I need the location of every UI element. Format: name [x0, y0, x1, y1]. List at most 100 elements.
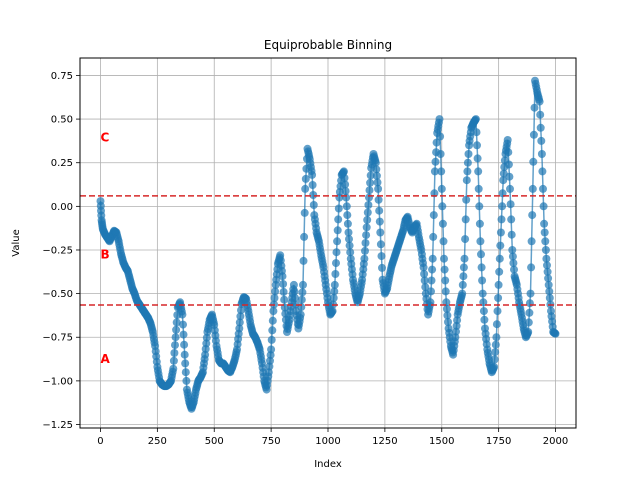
data-point	[472, 115, 480, 123]
data-point	[464, 159, 472, 167]
data-point	[442, 287, 450, 295]
data-point	[538, 167, 546, 175]
data-point	[498, 215, 506, 223]
data-point	[474, 154, 482, 162]
data-point	[335, 205, 343, 213]
data-point	[480, 307, 488, 315]
data-point	[507, 200, 515, 208]
data-point	[475, 202, 483, 210]
data-point	[428, 266, 436, 274]
data-point	[432, 158, 440, 166]
data-point	[333, 248, 341, 256]
data-point	[504, 148, 512, 156]
data-point	[493, 320, 501, 328]
data-point	[376, 218, 384, 226]
x-tick-label: 2000	[543, 436, 568, 447]
data-point	[474, 167, 482, 175]
data-point	[309, 191, 317, 199]
data-point	[365, 194, 373, 202]
data-point	[280, 296, 288, 304]
y-tick-label: −1.00	[42, 376, 73, 387]
data-point	[459, 281, 467, 289]
data-point	[525, 309, 533, 317]
y-tick-label: 0.00	[51, 202, 73, 213]
data-point	[536, 111, 544, 119]
data-point	[462, 215, 470, 223]
chart-title: Equiprobable Binning	[264, 38, 392, 52]
data-point	[537, 137, 545, 145]
data-point	[496, 255, 504, 263]
data-point	[363, 216, 371, 224]
data-point	[299, 281, 307, 289]
data-point	[343, 211, 351, 219]
data-point	[462, 196, 470, 204]
y-tick-label: 0.25	[51, 158, 73, 169]
data-point	[552, 330, 560, 338]
data-point	[366, 186, 374, 194]
data-point	[438, 185, 446, 193]
data-point	[428, 277, 436, 285]
data-point	[364, 201, 372, 209]
data-point	[440, 237, 448, 245]
data-point	[476, 220, 484, 228]
data-point	[178, 311, 186, 319]
data-point	[377, 240, 385, 248]
data-point	[441, 266, 449, 274]
data-point	[495, 281, 503, 289]
x-tick-label: 1000	[315, 436, 340, 447]
data-point	[478, 277, 486, 285]
data-point	[310, 201, 318, 209]
data-point	[169, 365, 177, 373]
y-tick-label: −0.50	[42, 289, 73, 300]
data-point	[378, 252, 386, 260]
data-point	[374, 185, 382, 193]
data-point	[297, 311, 305, 319]
data-point	[308, 171, 316, 179]
bin-label-c: C	[100, 131, 109, 145]
data-point	[541, 229, 549, 237]
data-point	[540, 202, 548, 210]
data-point	[268, 336, 276, 344]
data-point	[527, 290, 535, 298]
data-point	[463, 167, 471, 175]
x-tick-label: 1750	[486, 436, 511, 447]
data-point	[170, 357, 178, 365]
data-point	[437, 167, 445, 175]
bin-label-b: B	[100, 247, 109, 261]
data-point	[172, 326, 180, 334]
data-point	[529, 185, 537, 193]
data-point	[430, 211, 438, 219]
x-tick-label: 1250	[372, 436, 397, 447]
x-tick-label: 250	[148, 436, 167, 447]
data-point	[366, 179, 374, 187]
data-point	[440, 255, 448, 263]
data-point	[476, 237, 484, 245]
data-point	[495, 268, 503, 276]
data-point	[477, 250, 485, 258]
data-point	[334, 215, 342, 223]
data-point	[531, 104, 539, 112]
data-point	[301, 209, 309, 217]
data-point	[460, 263, 468, 271]
data-point	[480, 316, 488, 324]
data-point	[436, 115, 444, 123]
data-point	[361, 247, 369, 255]
data-point	[527, 263, 535, 271]
data-point	[279, 280, 287, 288]
data-point	[496, 242, 504, 250]
data-point	[507, 215, 515, 223]
data-point	[441, 277, 449, 285]
data-point	[267, 346, 275, 354]
data-point	[538, 150, 546, 158]
data-point	[332, 259, 340, 267]
data-point	[300, 233, 308, 241]
data-point	[172, 333, 180, 341]
data-point	[473, 141, 481, 149]
data-point	[494, 294, 502, 302]
data-point	[180, 331, 188, 339]
data-point	[298, 296, 306, 304]
data-point	[461, 255, 469, 263]
y-tick-label: 0.75	[51, 71, 73, 82]
data-point	[343, 202, 351, 210]
